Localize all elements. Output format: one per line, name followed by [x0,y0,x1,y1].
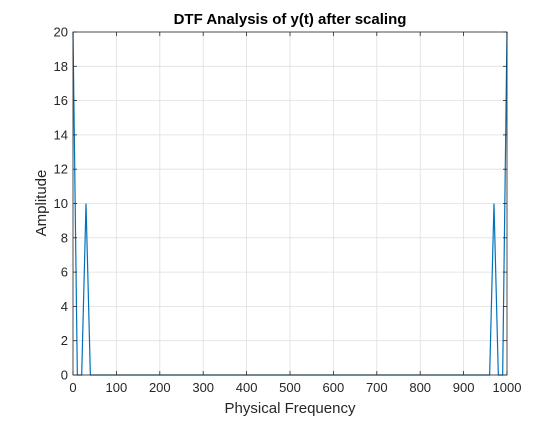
x-axis-label: Physical Frequency [225,400,356,417]
ticks: 0 100 200 300 400 500 600 700 800 900 1000 0 2 4 6 8 10 1… [54,25,522,396]
x-tick-label: 700 [366,380,388,395]
x-tick-label: 500 [279,380,301,395]
y-tick-label: 6 [61,265,68,280]
x-tick-label: 900 [453,380,475,395]
y-tick-label: 20 [54,25,68,40]
y-tick-label: 16 [54,93,68,108]
y-axis-label: Amplitude [33,170,50,237]
x-tick-label: 100 [106,380,128,395]
chart-title: DTF Analysis of y(t) after scaling [174,11,407,28]
x-tick-label: 600 [323,380,345,395]
x-tick-label: 200 [149,380,171,395]
y-tick-label: 8 [61,230,68,245]
x-tick-label: 800 [409,380,431,395]
y-tick-label: 14 [54,127,68,142]
y-tick-label: 10 [54,196,68,211]
y-tick-label: 18 [54,59,68,74]
x-tick-label: 1000 [493,380,522,395]
y-tick-label: 0 [61,368,68,383]
x-tick-label: 400 [236,380,258,395]
x-tick-label: 300 [192,380,214,395]
y-tick-label: 2 [61,333,68,348]
x-tick-label: 0 [69,380,76,395]
y-tick-label: 4 [61,299,68,314]
y-tick-label: 12 [54,162,68,177]
